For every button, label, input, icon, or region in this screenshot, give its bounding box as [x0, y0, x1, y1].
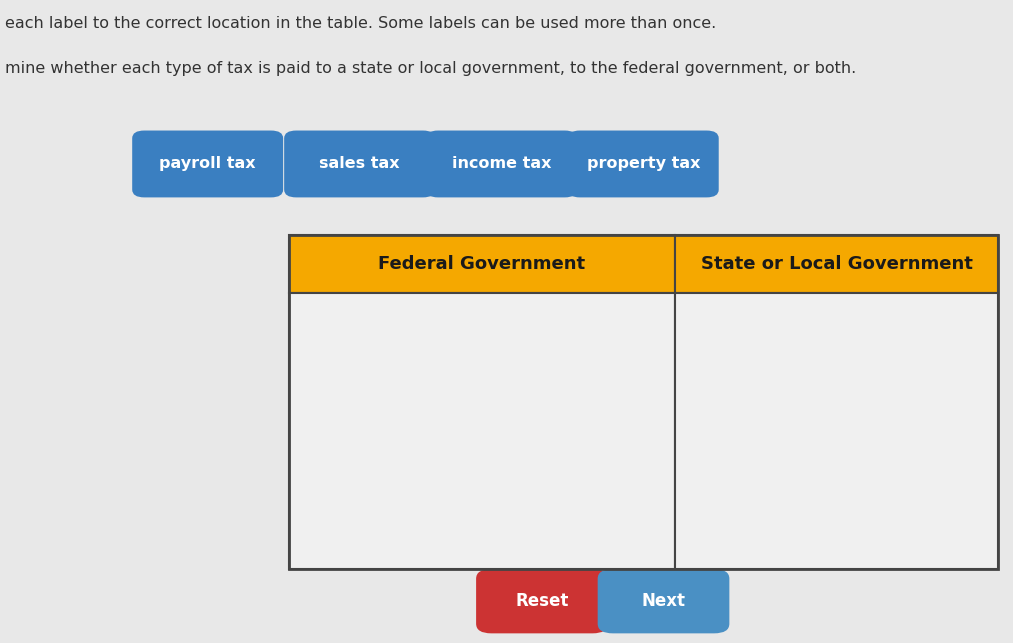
Bar [289, 235, 998, 569]
Text: Federal Government: Federal Government [379, 255, 586, 273]
Text: each label to the correct location in the table. Some labels can be used more th: each label to the correct location in th… [5, 16, 716, 31]
FancyBboxPatch shape [284, 131, 436, 197]
FancyBboxPatch shape [132, 131, 284, 197]
Text: payroll tax: payroll tax [159, 156, 256, 172]
Text: income tax: income tax [452, 156, 551, 172]
Text: State or Local Government: State or Local Government [701, 255, 972, 273]
Bar [289, 235, 676, 293]
Text: property tax: property tax [587, 156, 700, 172]
Text: Reset: Reset [516, 592, 568, 610]
FancyBboxPatch shape [476, 569, 608, 633]
Text: mine whether each type of tax is paid to a state or local government, to the fed: mine whether each type of tax is paid to… [5, 61, 856, 76]
FancyBboxPatch shape [567, 131, 719, 197]
FancyBboxPatch shape [426, 131, 577, 197]
FancyBboxPatch shape [598, 569, 729, 633]
Bar [676, 235, 998, 293]
Text: sales tax: sales tax [319, 156, 400, 172]
Bar [676, 293, 998, 569]
Text: Next: Next [641, 592, 686, 610]
Bar [289, 293, 676, 569]
